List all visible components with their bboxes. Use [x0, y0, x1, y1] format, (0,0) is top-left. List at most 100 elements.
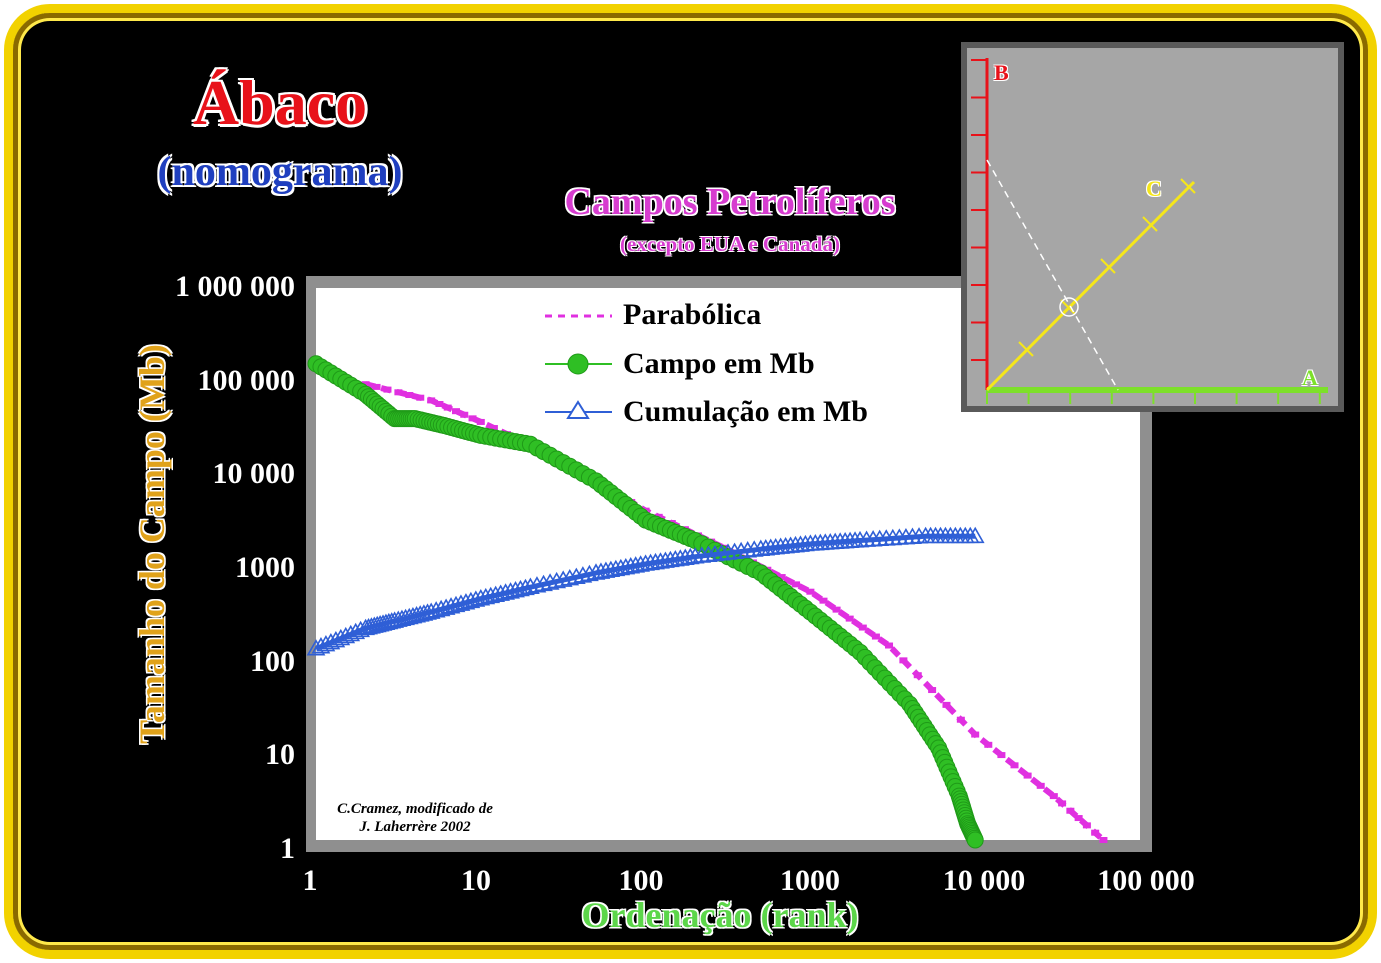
data-point-cumulacao	[573, 566, 593, 583]
slide-subtitle: (nomograma)	[157, 149, 403, 195]
data-point-parabolica	[489, 425, 498, 432]
data-point-parabolica	[405, 392, 414, 399]
data-point-parabolica	[468, 415, 477, 422]
legend-label-parabolica: Parabólica	[623, 298, 762, 331]
data-point-parabolica	[777, 574, 786, 581]
data-point-parabolica	[871, 633, 880, 640]
data-point-parabolica	[372, 383, 381, 390]
nomogram-line-c-label: C	[1146, 176, 1162, 201]
data-point-campo	[966, 831, 984, 849]
nomogram-line-c-tick	[1100, 258, 1116, 274]
data-point-cumulacao	[385, 611, 405, 628]
data-point-cumulacao	[414, 604, 434, 621]
y-tick-label: 1000	[235, 551, 295, 584]
data-point-parabolica	[1036, 782, 1045, 789]
data-point-parabolica	[1082, 822, 1091, 829]
data-point-cumulacao	[965, 526, 985, 544]
nomogram-line-c-tick	[1018, 341, 1034, 357]
x-tick-label: 100	[618, 864, 664, 897]
data-point-cumulacao	[403, 606, 423, 624]
data-point-cumulacao	[399, 607, 419, 625]
data-point-parabolica	[435, 400, 444, 407]
data-point-cumulacao	[534, 574, 553, 592]
data-point-parabolica	[858, 624, 867, 631]
data-point-parabolica	[899, 657, 908, 664]
chart-subtitle: (excepto EUA e Canadá)	[620, 232, 840, 256]
data-point-parabolica	[819, 597, 828, 604]
data-point-parabolica	[1066, 807, 1075, 814]
data-point-parabolica	[1010, 762, 1019, 769]
nomogram-line-c-tick	[1180, 178, 1196, 194]
data-point-parabolica	[971, 731, 980, 738]
data-point-cumulacao	[547, 571, 567, 589]
data-point-parabolica	[416, 394, 425, 401]
x-tick-label: 1	[302, 864, 318, 897]
data-point-cumulacao	[527, 576, 547, 593]
nomogram-axis-a-label: A	[1302, 365, 1318, 390]
y-tick-label: 100	[250, 645, 295, 678]
nomogram-axis-b-label: B	[994, 60, 1009, 85]
data-point-parabolica	[913, 672, 922, 679]
slide-title: Ábaco	[192, 67, 368, 138]
y-tick-label: 1 000 000	[175, 270, 295, 303]
data-point-parabolica	[451, 408, 460, 415]
nomogram-line-c-tick	[1142, 216, 1158, 232]
data-point-cumulacao	[516, 578, 535, 596]
data-point-cumulacao	[540, 573, 560, 590]
data-point-cumulacao	[560, 569, 580, 586]
nomogram-line-c	[985, 180, 1196, 392]
chart-title: Campos Petrolíferos	[564, 181, 896, 223]
y-tick-label: 1	[280, 832, 295, 865]
data-point-parabolica	[443, 404, 452, 411]
x-tick-label: 10	[461, 864, 491, 897]
data-point-parabolica	[997, 752, 1006, 759]
data-point-parabolica	[1058, 800, 1067, 807]
data-point-cumulacao	[396, 608, 415, 626]
data-point-cumulacao	[553, 570, 573, 587]
data-point-parabolica	[1074, 815, 1083, 822]
y-tick-label: 10 000	[212, 457, 296, 490]
data-point-cumulacao	[631, 555, 651, 572]
y-tick-label: 100 000	[197, 364, 296, 397]
data-point-parabolica	[845, 615, 854, 622]
data-point-parabolica	[1023, 772, 1032, 779]
legend-label-campo: Campo em Mb	[623, 347, 815, 380]
data-point-parabolica	[942, 701, 951, 708]
data-point-parabolica	[792, 581, 801, 588]
x-axis-label: Ordenação (rank)	[581, 895, 859, 935]
x-tick-label: 10 000	[942, 864, 1026, 897]
data-point-parabolica	[394, 389, 403, 396]
data-point-cumulacao	[388, 610, 408, 627]
x-tick-label: 100 000	[1097, 864, 1195, 897]
data-point-parabolica	[1091, 829, 1100, 836]
credit-line-2: J. Laherrère 2002	[359, 819, 471, 835]
data-point-parabolica	[1099, 837, 1108, 843]
data-point-cumulacao	[580, 564, 599, 582]
data-point-parabolica	[476, 418, 485, 425]
data-point-parabolica	[984, 741, 993, 748]
nomogram-reading-line	[986, 159, 1119, 391]
data-point-parabolica	[460, 411, 469, 418]
data-point-cumulacao	[410, 605, 430, 622]
data-point-parabolica	[956, 716, 965, 723]
x-tick-label: 1000	[780, 864, 840, 897]
data-point-parabolica	[1049, 793, 1058, 800]
legend-label-cumulacao: Cumulação em Mb	[623, 395, 868, 428]
credit-text: C.Cramez, modificado de J. Laherrère 200…	[320, 800, 510, 836]
y-tick-label: 10	[265, 738, 295, 771]
data-point-cumulacao	[521, 577, 540, 594]
data-point-parabolica	[928, 687, 937, 694]
data-point-parabolica	[361, 381, 370, 388]
data-point-parabolica	[832, 606, 841, 613]
legend-marker-campo	[567, 353, 589, 375]
data-point-parabolica	[427, 397, 436, 404]
credit-line-1: C.Cramez, modificado de	[337, 801, 493, 817]
data-point-parabolica	[383, 386, 392, 393]
data-point-parabolica	[806, 588, 815, 595]
data-point-parabolica	[885, 642, 894, 649]
legend-marker-cumulacao	[566, 400, 590, 419]
data-point-cumulacao	[407, 606, 426, 623]
